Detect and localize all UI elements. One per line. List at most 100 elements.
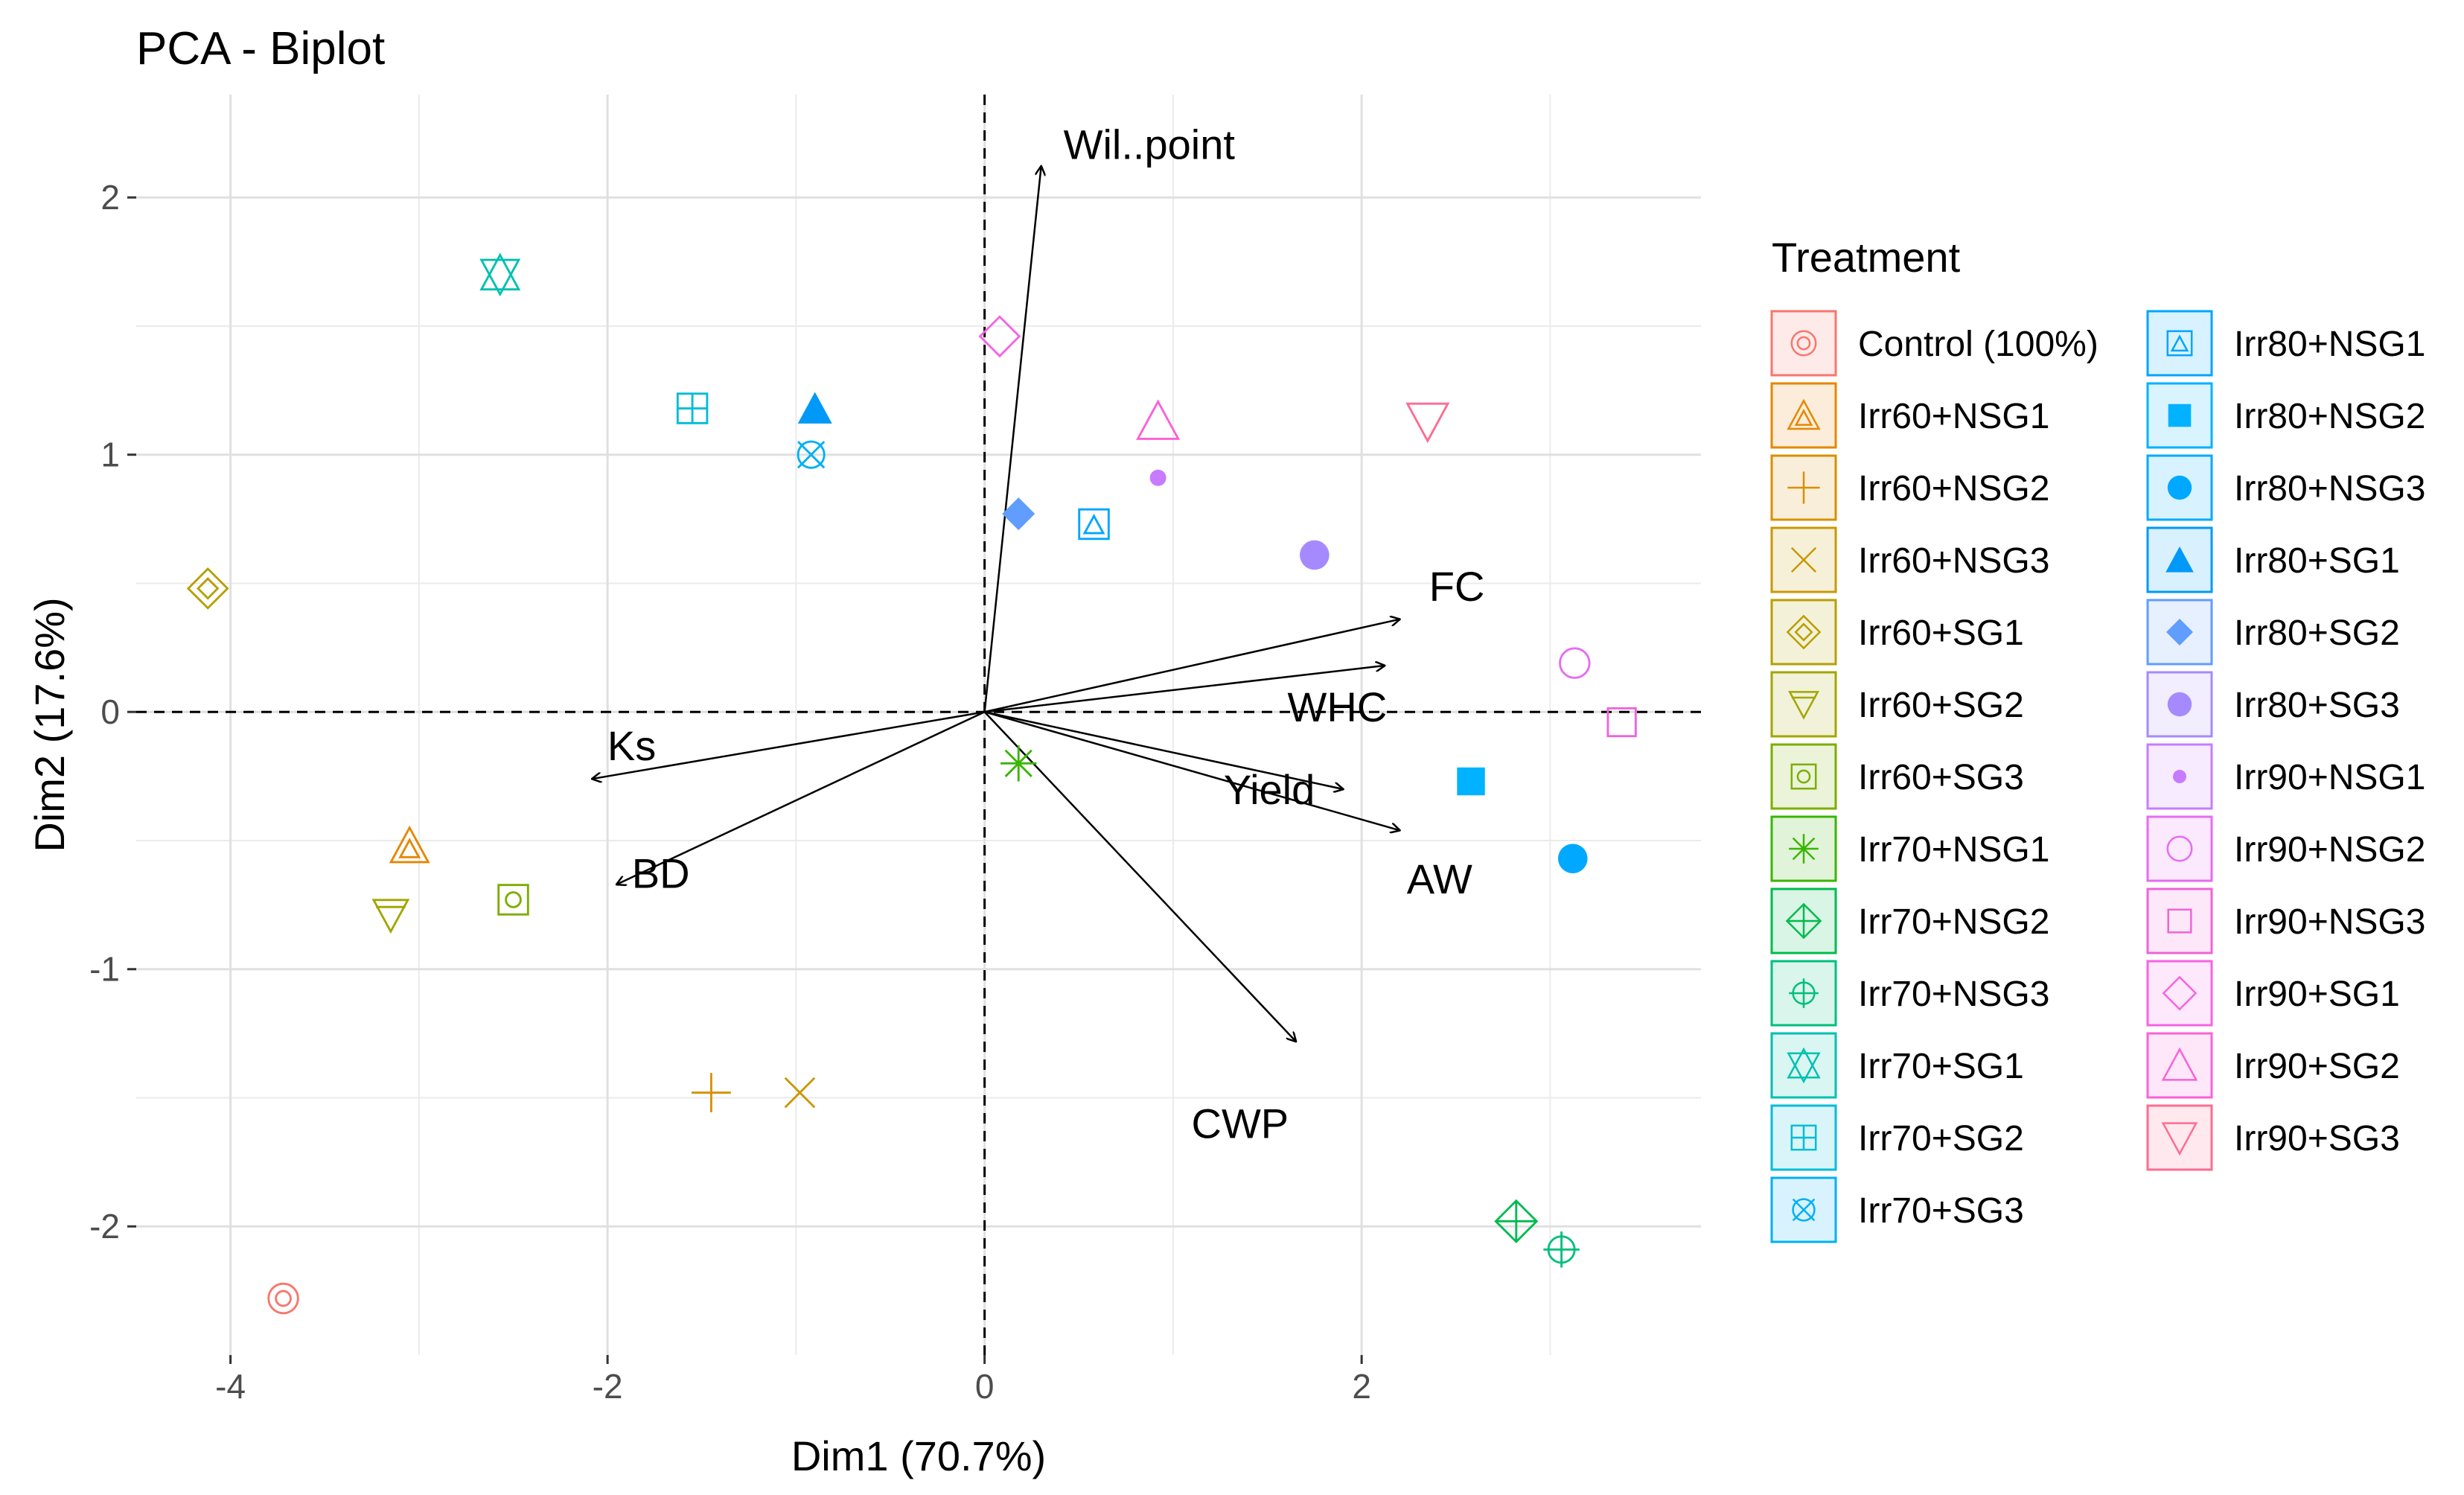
marker-square <box>1790 763 1817 790</box>
data-point[interactable] <box>676 392 709 424</box>
legend-item[interactable]: Irr70+SG1 <box>1770 1032 2024 1099</box>
legend-item[interactable]: Irr70+NSG1 <box>1770 815 2049 882</box>
legend-label: Control (100%) <box>1858 325 2098 364</box>
legend-item[interactable]: Irr60+NSG1 <box>1770 382 2049 449</box>
legend-label: Irr70+SG2 <box>1858 1119 2024 1158</box>
data-point[interactable] <box>797 440 826 469</box>
legend-key <box>1770 526 1837 593</box>
legend-item[interactable]: Irr70+SG2 <box>1770 1104 2024 1171</box>
legend-key <box>1770 599 1837 666</box>
data-point[interactable] <box>797 392 832 424</box>
legend-item[interactable]: Irr70+SG3 <box>1770 1176 2024 1243</box>
y-tick-label: 0 <box>100 692 120 731</box>
marker-diamond <box>2166 619 2193 646</box>
marker-ring <box>1796 769 1811 784</box>
data-point[interactable] <box>1606 707 1637 738</box>
data-point[interactable] <box>1300 540 1330 570</box>
data-point[interactable] <box>1543 1231 1580 1268</box>
marker-square <box>2168 404 2192 427</box>
data-point[interactable] <box>1002 497 1035 531</box>
legend-item[interactable]: Irr60+SG2 <box>1770 671 2024 738</box>
legend-item[interactable]: Irr70+NSG2 <box>1770 887 2049 954</box>
legend-key <box>2146 1032 2213 1099</box>
legend-item[interactable]: Control (100%) <box>1770 310 2098 377</box>
legend-label: Irr90+NSG1 <box>2234 758 2425 797</box>
legend-label: Irr80+NSG2 <box>2234 397 2425 436</box>
data-point[interactable] <box>1149 469 1166 486</box>
legend-item[interactable]: Irr90+SG1 <box>2146 960 2400 1027</box>
data-point[interactable] <box>1405 402 1450 444</box>
marker-square <box>1606 707 1637 738</box>
marker-stroke <box>797 441 826 469</box>
marker-square <box>2167 908 2192 934</box>
marker-diamond <box>1002 497 1035 531</box>
marker-triangle <box>1405 402 1450 444</box>
legend-item[interactable]: Irr90+NSG2 <box>2146 815 2425 882</box>
legend-label: Irr60+NSG3 <box>1858 541 2049 581</box>
variable-label: BD <box>632 850 690 897</box>
marker-dot <box>1149 469 1166 486</box>
legend-label: Irr80+SG3 <box>2234 686 2400 725</box>
data-point[interactable] <box>784 1077 816 1109</box>
legend-item[interactable]: Irr60+SG1 <box>1770 599 2024 666</box>
legend-key <box>1770 382 1837 449</box>
legend-label: Irr60+NSG2 <box>1858 469 2049 509</box>
variable-label: FC <box>1429 563 1485 610</box>
data-point[interactable] <box>497 884 529 916</box>
legend-item[interactable]: Irr60+SG3 <box>1770 743 2024 810</box>
marker-square <box>1457 767 1485 796</box>
plot-area: -4 -2 0 2 -2 -1 0 1 2 Wil..point FC WHC Yield AW CWP Ks… <box>89 95 1701 1406</box>
legend-item[interactable]: Irr80+NSG2 <box>2146 382 2425 449</box>
data-point[interactable] <box>186 567 229 610</box>
data-point[interactable] <box>389 825 430 864</box>
marker-triangle <box>2161 1122 2198 1156</box>
marker-ring <box>1792 1198 1816 1222</box>
data-point[interactable] <box>978 315 1021 358</box>
y-tick-label: -2 <box>89 1207 120 1246</box>
data-point[interactable] <box>1136 399 1181 440</box>
data-point[interactable] <box>1559 647 1591 679</box>
legend-item[interactable]: Irr90+SG2 <box>2146 1032 2400 1099</box>
marker-diamond <box>1794 622 1813 642</box>
data-point[interactable] <box>371 899 410 934</box>
legend-item[interactable]: Irr70+NSG3 <box>1770 960 2049 1027</box>
variable-arrow <box>617 711 986 884</box>
variable-label: AW <box>1407 855 1472 902</box>
marker-dot <box>2173 770 2186 783</box>
data-point[interactable] <box>1078 508 1110 541</box>
data-point[interactable] <box>267 1282 299 1315</box>
legend-item[interactable]: Irr80+SG1 <box>2146 526 2400 593</box>
marker-triangle <box>371 899 410 934</box>
legend-item[interactable]: Irr90+SG3 <box>2146 1104 2400 1171</box>
data-point[interactable] <box>1000 745 1037 782</box>
legend-item[interactable]: Irr80+NSG3 <box>2146 454 2425 521</box>
legend-item[interactable]: Irr60+NSG2 <box>1770 454 2049 521</box>
legend-item[interactable]: Irr90+NSG3 <box>2146 887 2425 954</box>
marker-stroke <box>1004 749 1032 777</box>
marker-triangle <box>1082 514 1105 535</box>
marker-triangle <box>1787 1052 1821 1084</box>
legend-item[interactable]: Irr80+NSG1 <box>2146 310 2425 377</box>
data-point[interactable] <box>1494 1199 1539 1243</box>
legend-label: Irr80+NSG1 <box>2234 325 2425 364</box>
legend-item[interactable]: Irr60+NSG3 <box>1770 526 2049 593</box>
data-point[interactable] <box>1557 844 1588 873</box>
marker-ring <box>797 440 826 469</box>
marker-dot <box>1557 844 1588 873</box>
marker-triangle <box>1788 691 1819 720</box>
data-point[interactable] <box>692 1073 731 1112</box>
legend-label: Irr70+SG3 <box>1858 1191 2024 1231</box>
legend-label: Irr90+SG1 <box>2234 975 2400 1014</box>
variable-label: Ks <box>607 722 656 769</box>
y-axis-title: Dim2 (17.6%) <box>26 597 73 852</box>
legend-item[interactable]: Irr90+NSG1 <box>2146 743 2425 810</box>
legend-item[interactable]: Irr80+SG3 <box>2146 671 2400 738</box>
x-tick-label: 0 <box>975 1367 995 1406</box>
data-point[interactable] <box>479 252 521 297</box>
legend-label: Irr70+NSG3 <box>1858 975 2049 1014</box>
data-point[interactable] <box>1457 767 1485 796</box>
variable-arrow <box>593 710 985 779</box>
marker-triangle <box>479 258 521 297</box>
marker-diamond <box>197 577 220 600</box>
legend-item[interactable]: Irr80+SG2 <box>2146 599 2400 666</box>
